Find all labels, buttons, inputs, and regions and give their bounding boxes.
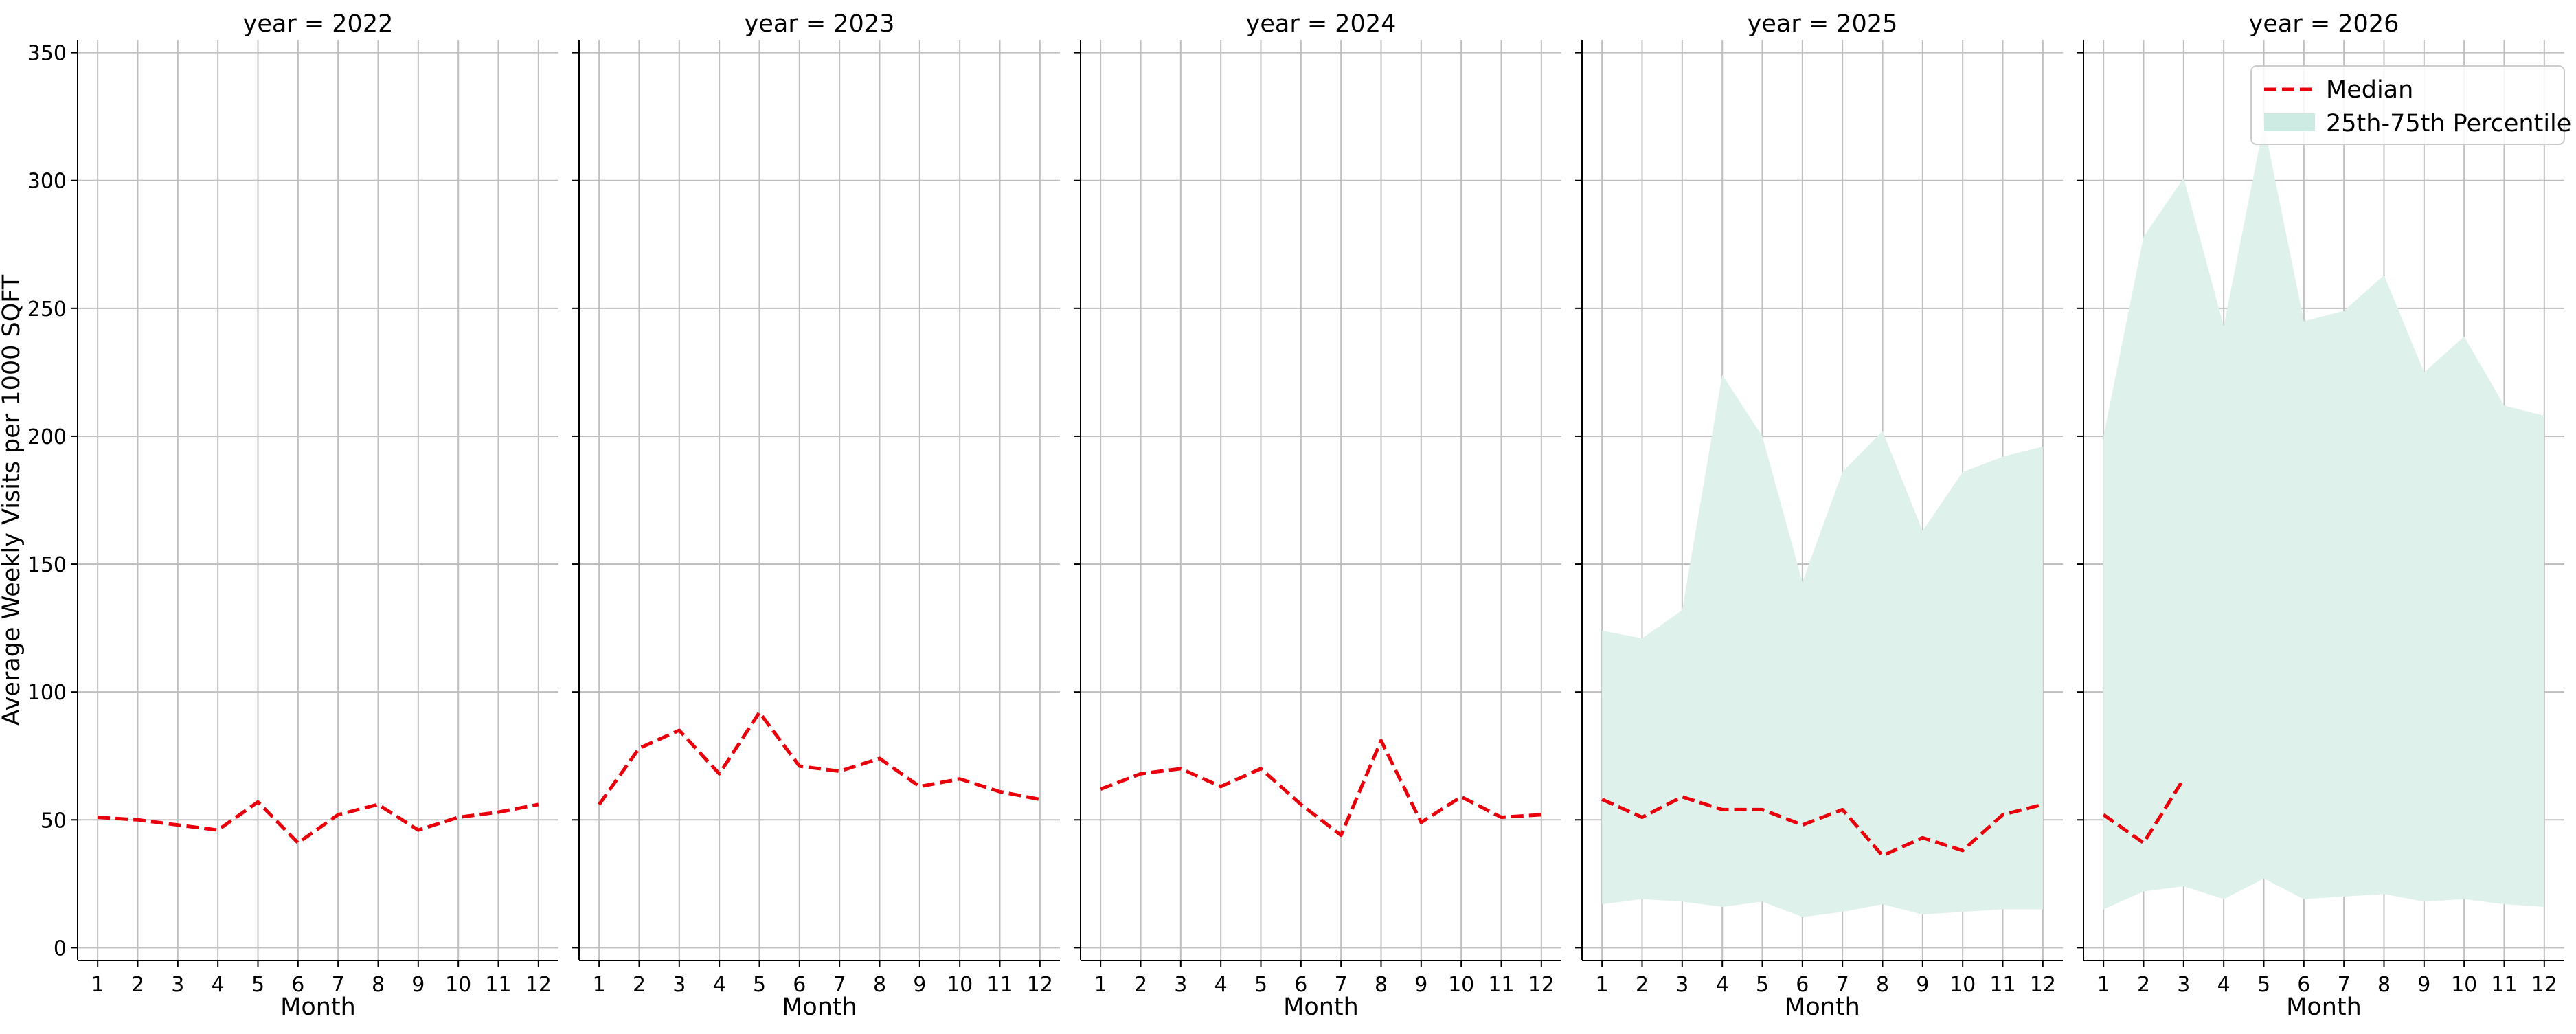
median-line: [98, 800, 539, 845]
x-tick-label: 7: [332, 973, 345, 997]
percentile-band: [1602, 374, 2043, 917]
x-tick-label: 12: [1528, 973, 1555, 997]
x-tick-label: 9: [1414, 973, 1427, 997]
x-tick-label: 9: [913, 973, 926, 997]
x-tick-label: 3: [2177, 973, 2190, 997]
x-tick-label: 12: [526, 973, 552, 997]
x-tick-label: 7: [1335, 973, 1348, 997]
median-line: [598, 710, 1041, 806]
x-tick-label: 1: [1094, 973, 1107, 997]
x-tick-label: 12: [1027, 973, 1053, 997]
x-axis-label: Month: [2286, 993, 2362, 1021]
x-tick-label: 2: [131, 973, 144, 997]
x-tick-label: 8: [1876, 973, 1889, 997]
x-tick-label: 7: [833, 973, 846, 997]
x-tick-label: 1: [2097, 973, 2110, 997]
x-tick-label: 6: [793, 973, 806, 997]
legend-band-swatch: [2264, 113, 2315, 131]
x-axis-label: Month: [1785, 993, 1860, 1021]
x-tick-label: 10: [2451, 973, 2477, 997]
y-tick-label: 50: [41, 809, 67, 833]
x-tick-label: 5: [1756, 973, 1769, 997]
x-tick-label: 9: [2417, 973, 2430, 997]
x-tick-label: 3: [1675, 973, 1688, 997]
legend: Median 25th-75th Percentile: [2250, 65, 2571, 145]
x-tick-label: 12: [2030, 973, 2056, 997]
legend-box: [2250, 65, 2565, 145]
y-axis-label: Average Weekly Visits per 1000 SQFT: [0, 274, 25, 726]
x-tick-label: 4: [1716, 973, 1729, 997]
x-tick-label: 4: [1214, 973, 1228, 997]
x-axis-label: Month: [1283, 993, 1359, 1021]
x-tick-label: 8: [372, 973, 385, 997]
panel-title: year = 2023: [745, 10, 895, 38]
x-tick-label: 4: [2217, 973, 2230, 997]
x-axis-label: Month: [280, 993, 356, 1021]
x-tick-label: 1: [1596, 973, 1609, 997]
percentile-band: [2103, 124, 2544, 910]
x-tick-label: 10: [1950, 973, 1976, 997]
x-tick-label: 2: [1636, 973, 1649, 997]
x-tick-label: 5: [2257, 973, 2270, 997]
y-tick-label: 100: [27, 681, 67, 705]
x-tick-label: 3: [171, 973, 184, 997]
x-tick-label: 10: [1448, 973, 1474, 997]
legend-band-label: 25th-75th Percentile: [2326, 110, 2571, 137]
x-tick-label: 6: [291, 973, 304, 997]
x-tick-label: 3: [1174, 973, 1187, 997]
panel-title: year = 2024: [1246, 10, 1397, 38]
x-tick-label: 11: [1488, 973, 1514, 997]
x-tick-label: 2: [1134, 973, 1147, 997]
x-tick-label: 9: [411, 973, 425, 997]
y-tick-label: 300: [27, 170, 67, 194]
x-tick-label: 1: [91, 973, 104, 997]
x-tick-label: 12: [2531, 973, 2557, 997]
x-tick-label: 6: [2297, 973, 2310, 997]
median-line: [1601, 795, 2044, 857]
y-tick-label: 200: [27, 425, 67, 449]
x-axis-label: Month: [782, 993, 857, 1021]
median-line: [2102, 778, 2185, 845]
x-tick-label: 7: [1836, 973, 1849, 997]
x-tick-label: 6: [1796, 973, 1809, 997]
x-tick-label: 4: [212, 973, 225, 997]
x-tick-label: 7: [2338, 973, 2351, 997]
x-tick-label: 2: [633, 973, 646, 997]
x-tick-label: 8: [873, 973, 886, 997]
x-tick-label: 6: [1294, 973, 1307, 997]
x-tick-label: 4: [713, 973, 726, 997]
legend-median-label: Median: [2326, 76, 2413, 104]
x-tick-label: 8: [1375, 973, 1388, 997]
panel-title: year = 2022: [243, 10, 394, 38]
panel-title: year = 2025: [1748, 10, 1898, 38]
x-tick-label: 11: [986, 973, 1013, 997]
x-tick-label: 2: [2137, 973, 2150, 997]
panel-title: year = 2026: [2249, 10, 2399, 38]
y-tick-label: 350: [27, 42, 67, 66]
x-tick-label: 5: [251, 973, 264, 997]
x-tick-label: 9: [1916, 973, 1929, 997]
x-tick-label: 11: [2491, 973, 2517, 997]
y-tick-label: 150: [27, 553, 67, 577]
x-tick-label: 3: [673, 973, 686, 997]
x-tick-label: 11: [1989, 973, 2015, 997]
x-tick-label: 10: [947, 973, 973, 997]
median-line: [1100, 739, 1541, 838]
x-tick-label: 5: [1254, 973, 1267, 997]
x-tick-label: 11: [485, 973, 511, 997]
x-tick-label: 10: [445, 973, 471, 997]
y-tick-label: 0: [54, 936, 67, 960]
x-tick-label: 8: [2377, 973, 2391, 997]
x-tick-label: 5: [753, 973, 766, 997]
x-tick-label: 1: [593, 973, 606, 997]
y-tick-label: 250: [27, 297, 67, 322]
